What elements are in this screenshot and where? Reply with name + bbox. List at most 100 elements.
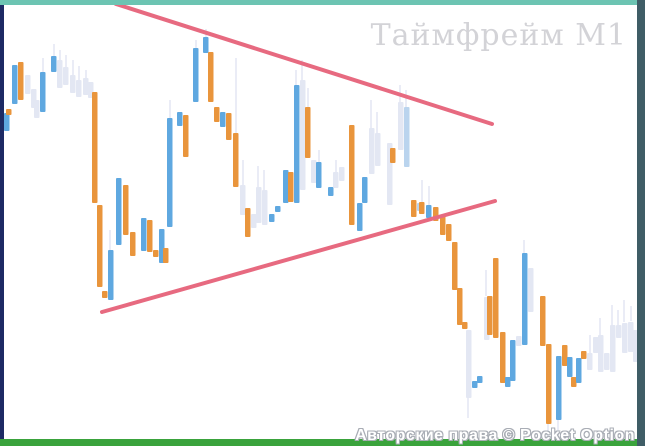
candle-blue bbox=[275, 206, 281, 212]
candle-faded bbox=[256, 187, 262, 223]
candle-faded bbox=[369, 128, 375, 174]
candle-orange bbox=[487, 296, 493, 335]
candle-orange bbox=[163, 248, 169, 263]
candle-blue bbox=[220, 112, 226, 127]
candle-orange bbox=[446, 224, 452, 241]
candle-blue bbox=[510, 340, 516, 381]
candle-orange bbox=[233, 133, 239, 187]
candle-faded bbox=[57, 60, 63, 88]
candle-faded bbox=[466, 330, 472, 398]
candle-orange bbox=[97, 205, 103, 287]
candle-blue bbox=[116, 178, 122, 245]
candle-orange bbox=[18, 62, 24, 100]
candle-orange bbox=[92, 92, 98, 203]
candle-blue bbox=[269, 214, 275, 222]
right-border bbox=[637, 0, 645, 446]
candle-blue bbox=[567, 357, 573, 377]
left-border bbox=[0, 5, 4, 439]
candle-blue bbox=[472, 381, 478, 388]
candle-blue bbox=[357, 203, 363, 231]
candle-blue bbox=[283, 170, 289, 203]
candle-faded bbox=[240, 185, 246, 215]
candle-orange bbox=[349, 125, 355, 225]
bottom-green-bar bbox=[0, 439, 637, 446]
candle-orange bbox=[102, 291, 108, 298]
candle-orange bbox=[130, 232, 136, 256]
candle-orange bbox=[183, 115, 189, 157]
candle-faded bbox=[622, 323, 628, 353]
candle-blue bbox=[294, 85, 300, 203]
candle-orange bbox=[411, 200, 417, 217]
candle-faded bbox=[628, 322, 634, 352]
candle-blue bbox=[141, 218, 147, 251]
candle-orange bbox=[571, 377, 577, 387]
candle-orange bbox=[419, 202, 425, 214]
candle-faded bbox=[76, 80, 82, 97]
candle-blue bbox=[108, 250, 114, 300]
upper-trendline bbox=[114, 2, 494, 126]
copyright-watermark: Авторские права © Pocket Option bbox=[355, 427, 635, 444]
candle-faded bbox=[262, 190, 268, 225]
candle-blue bbox=[316, 162, 322, 188]
candle-orange bbox=[288, 172, 294, 202]
candle-faded bbox=[311, 160, 317, 183]
candle-orange bbox=[500, 332, 506, 383]
candle-blue bbox=[477, 376, 483, 383]
candle-faded bbox=[593, 337, 599, 353]
candle-blue bbox=[40, 72, 46, 112]
candle-blue bbox=[426, 205, 432, 218]
candle-blue bbox=[51, 56, 57, 72]
candle-blue bbox=[177, 112, 183, 126]
candle-orange bbox=[457, 288, 463, 325]
candle-orange bbox=[6, 109, 12, 115]
candle-blue bbox=[522, 253, 528, 345]
candle-blue bbox=[12, 65, 18, 104]
candle-orange bbox=[540, 296, 546, 346]
candle-orange bbox=[226, 113, 232, 140]
candle-orange bbox=[147, 220, 153, 252]
candle-faded bbox=[333, 172, 339, 188]
candle-faded bbox=[63, 67, 69, 85]
candle-orange bbox=[390, 148, 396, 163]
candle-orange bbox=[153, 250, 159, 257]
candle-faded bbox=[598, 335, 604, 372]
candle-faded bbox=[70, 75, 76, 93]
candle-faded bbox=[34, 100, 40, 118]
candle-faded bbox=[604, 353, 610, 370]
candle-blue bbox=[556, 356, 562, 420]
candle-blue bbox=[505, 377, 511, 387]
candle-blue bbox=[362, 177, 368, 203]
lower-trendline bbox=[100, 199, 497, 314]
candle-faded bbox=[398, 102, 404, 150]
candle-orange bbox=[462, 322, 468, 329]
candle-orange bbox=[562, 345, 568, 366]
candle-blue bbox=[193, 48, 199, 102]
candle-orange bbox=[546, 344, 552, 424]
candle-orange bbox=[123, 185, 129, 235]
watermark-title: Таймфрейм М1 bbox=[370, 18, 627, 53]
candle-orange bbox=[493, 258, 499, 338]
candle-faded bbox=[528, 268, 534, 312]
candle-faded-blue bbox=[404, 107, 410, 167]
candle-faded bbox=[83, 78, 89, 95]
candle-faded bbox=[616, 325, 622, 338]
candle-blue bbox=[576, 358, 582, 383]
candle-orange bbox=[305, 107, 311, 158]
candle-orange bbox=[214, 107, 220, 122]
candle-orange bbox=[440, 215, 446, 235]
top-border bbox=[0, 0, 637, 5]
candle-faded bbox=[339, 167, 345, 181]
candle-orange bbox=[452, 242, 458, 290]
candle-faded bbox=[375, 133, 381, 166]
candle-blue bbox=[4, 113, 10, 131]
candle-blue bbox=[328, 187, 334, 196]
candle-faded bbox=[610, 325, 616, 372]
candle-faded bbox=[300, 80, 306, 190]
candle-blue bbox=[203, 37, 209, 53]
candle-faded bbox=[587, 353, 593, 370]
candle-orange bbox=[245, 208, 251, 237]
candle-orange bbox=[208, 52, 214, 102]
candle-blue bbox=[167, 118, 173, 227]
